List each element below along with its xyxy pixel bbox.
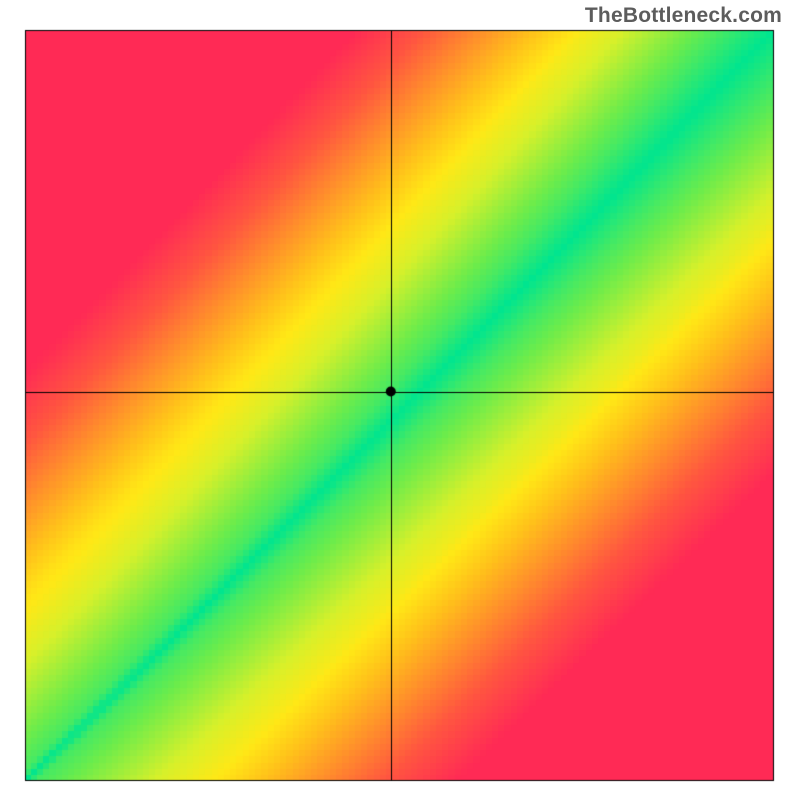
- chart-container: TheBottleneck.com: [0, 0, 800, 800]
- watermark-text: TheBottleneck.com: [585, 4, 782, 28]
- bottleneck-heatmap: [0, 0, 800, 800]
